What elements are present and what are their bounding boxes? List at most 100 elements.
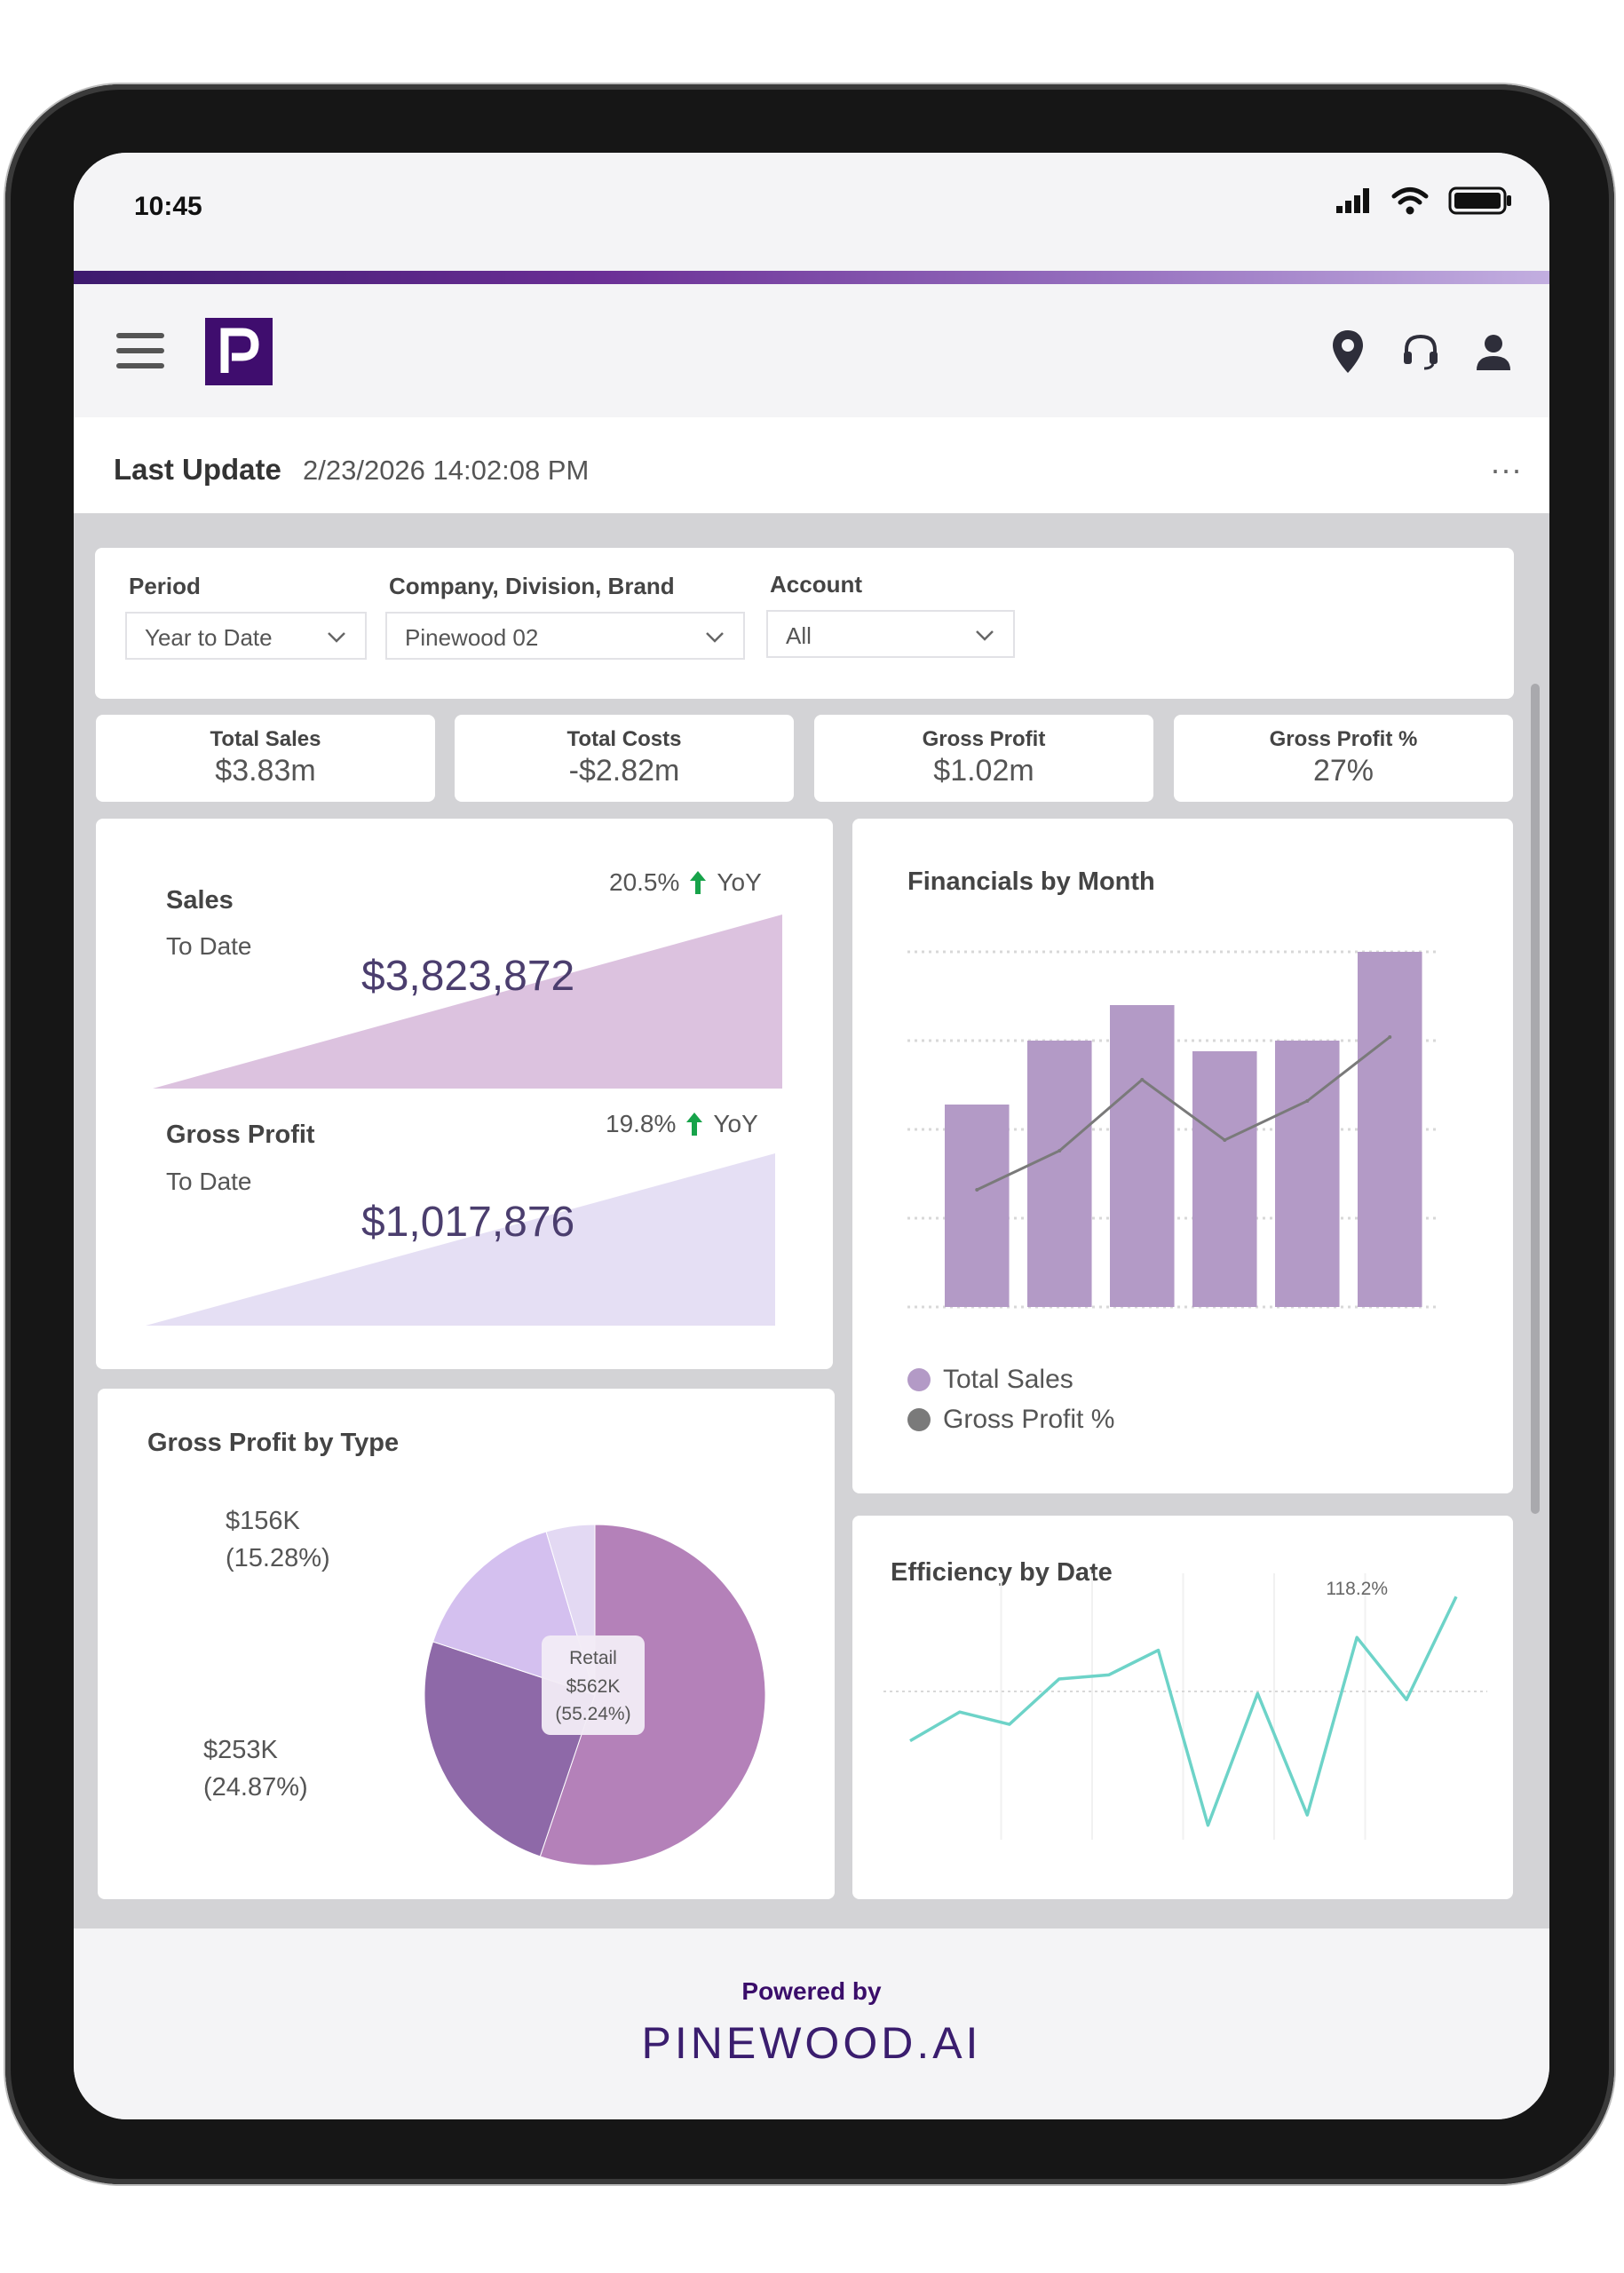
sales-value: $3,823,872	[361, 953, 575, 1000]
last-update-label: Last Update	[114, 453, 281, 486]
point-gross-profit-percent	[1388, 1035, 1392, 1039]
point-gross-profit-percent	[975, 1188, 979, 1192]
line-gross-profit-percent	[976, 1035, 1391, 1192]
status-time: 10:45	[134, 192, 202, 221]
wifi-icon	[1391, 187, 1429, 215]
pie-label-value: $156K	[226, 1507, 300, 1535]
efficiency-chart: 118.2%	[883, 1573, 1487, 1840]
bar-total-sales	[1027, 1041, 1092, 1307]
legend-label: Total Sales	[943, 1365, 1073, 1394]
period-select[interactable]: Year to Date	[125, 612, 367, 660]
gross-profit-yoy: 19.8% YoY	[606, 1110, 758, 1138]
kpi-value: 27%	[1312, 754, 1374, 788]
accent-bar	[74, 271, 1549, 284]
gross-profit-title: Gross Profit	[166, 1121, 315, 1149]
financials-chart	[907, 950, 1438, 1309]
signal-icon	[1336, 188, 1369, 213]
gross-profit-yoy-label: YoY	[713, 1110, 758, 1137]
pie-label-percent: (24.87%)	[203, 1773, 308, 1802]
last-update-value: 2/23/2026 14:02:08 PM	[303, 455, 590, 486]
battery-icon	[1448, 186, 1511, 215]
user-icon[interactable]	[1473, 329, 1514, 375]
legend-dot-gross-profit-percent	[907, 1408, 931, 1431]
account-select-value: All	[786, 622, 812, 649]
more-options-icon[interactable]: ...	[1490, 444, 1523, 480]
bar-total-sales	[1358, 952, 1422, 1307]
account-select[interactable]: All	[766, 610, 1015, 658]
location-pin-icon[interactable]	[1327, 329, 1368, 375]
brand-logo-text: PINEWOOD.AI	[641, 2018, 982, 2068]
financials-card[interactable]: Financials by Month Total Sales Gross Pr…	[852, 819, 1513, 1493]
tooltip-percent: (55.24%)	[555, 1704, 631, 1724]
bar-total-sales	[1110, 1005, 1175, 1307]
kpi-value: $3.83m	[215, 754, 316, 788]
kpi-value: $1.02m	[933, 754, 1034, 788]
pie-label-253k: $253K (24.87%)	[203, 1731, 308, 1806]
chevron-down-icon	[976, 630, 994, 641]
chevron-down-icon	[328, 632, 345, 643]
menu-icon[interactable]	[116, 333, 164, 368]
pie-label-value: $253K	[203, 1736, 278, 1764]
pie-slice	[539, 1524, 766, 1866]
gross-profit-wedge	[146, 1153, 775, 1326]
point-gross-profit-percent	[1223, 1138, 1227, 1142]
legend-total-sales[interactable]: Total Sales	[907, 1365, 1073, 1395]
arrow-up-icon	[686, 1113, 703, 1136]
point-gross-profit-percent	[1140, 1078, 1145, 1081]
pie-tooltip-retail: Retail $562K (55.24%)	[542, 1635, 645, 1735]
gross-profit-yoy-percent: 19.8%	[606, 1110, 677, 1137]
efficiency-line	[909, 1596, 1458, 1827]
chevron-down-icon	[706, 632, 724, 643]
last-update-bar: Last Update 2/23/2026 14:02:08 PM ...	[74, 417, 1549, 513]
bar-total-sales	[945, 1105, 1010, 1307]
gross-profit-by-type-card[interactable]: Gross Profit by Type $156K (15.28%) $253…	[98, 1389, 835, 1899]
financials-title: Financials by Month	[907, 867, 1155, 896]
headset-icon[interactable]	[1400, 329, 1441, 375]
filter-label-period: Period	[129, 573, 201, 599]
gross-profit-value: $1,017,876	[361, 1199, 575, 1246]
bar-total-sales	[1275, 1041, 1340, 1307]
arrow-up-icon	[690, 871, 707, 894]
company-select[interactable]: Pinewood 02	[385, 612, 745, 660]
footer: Powered by PINEWOOD.AI	[74, 1928, 1549, 2119]
powered-by: Powered by	[741, 1977, 882, 2005]
efficiency-annotation: 118.2%	[1326, 1579, 1388, 1599]
tooltip-label: Retail	[569, 1648, 617, 1668]
kpi-total-sales[interactable]: Total Sales $3.83m	[96, 715, 435, 802]
app-header	[74, 284, 1549, 417]
legend-dot-total-sales	[907, 1368, 931, 1391]
gross-profit-subtitle: To Date	[166, 1168, 252, 1195]
scrollbar[interactable]	[1531, 684, 1540, 1514]
filters-card: Period Year to Date Company, Division, B…	[95, 548, 1514, 699]
sales-yoy-label: YoY	[717, 868, 762, 896]
point-gross-profit-percent	[1305, 1099, 1310, 1103]
kpi-total-costs[interactable]: Total Costs -$2.82m	[455, 715, 794, 802]
sales-wedge	[153, 915, 782, 1089]
pie-label-percent: (15.28%)	[226, 1544, 330, 1573]
kpi-title: Gross Profit %	[1269, 727, 1418, 751]
kpi-gross-profit-percent[interactable]: Gross Profit % 27%	[1174, 715, 1513, 802]
kpi-gross-profit[interactable]: Gross Profit $1.02m	[814, 715, 1153, 802]
pie-label-156k: $156K (15.28%)	[226, 1502, 330, 1577]
logo	[205, 318, 273, 385]
sales-yoy: 20.5% YoY	[609, 868, 762, 897]
logo-p-icon	[220, 328, 259, 373]
tooltip-value: $562K	[566, 1675, 621, 1697]
kpi-title: Gross Profit	[922, 727, 1046, 751]
efficiency-card[interactable]: Efficiency by Date 118.2%	[852, 1516, 1513, 1899]
legend-gross-profit-percent[interactable]: Gross Profit %	[907, 1405, 1114, 1435]
company-select-value: Pinewood 02	[405, 624, 539, 651]
bar-total-sales	[1192, 1051, 1257, 1307]
kpi-value: -$2.82m	[568, 754, 680, 788]
sales-wedges	[146, 915, 782, 1326]
sales-title: Sales	[166, 886, 234, 915]
legend-label: Gross Profit %	[943, 1405, 1115, 1434]
status-bar: 10:45	[74, 153, 1549, 271]
sales-yoy-percent: 20.5%	[609, 868, 680, 896]
kpi-title: Total Costs	[566, 727, 682, 751]
kpi-title: Total Sales	[210, 727, 321, 751]
sales-subtitle: To Date	[166, 932, 252, 960]
screen: 10:45	[74, 153, 1549, 2119]
sales-card[interactable]: Sales To Date $3,823,872 20.5% YoY Gross…	[96, 819, 833, 1369]
status-icons	[1336, 186, 1512, 215]
